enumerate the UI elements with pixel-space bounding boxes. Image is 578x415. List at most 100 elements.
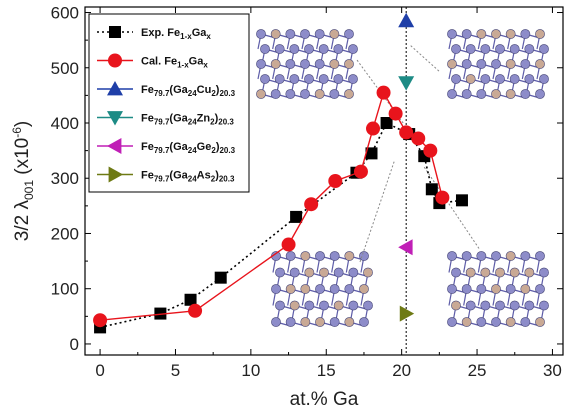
atom — [348, 44, 358, 54]
atom — [329, 317, 340, 327]
atom — [300, 251, 311, 261]
legend-label-part: (Ga — [169, 113, 188, 125]
atom — [314, 29, 325, 39]
atom — [344, 317, 355, 327]
atom — [447, 251, 457, 261]
atom — [300, 317, 311, 327]
atom — [329, 251, 340, 261]
atom — [505, 251, 516, 261]
legend-label-part: x — [203, 61, 208, 70]
data-point — [380, 117, 393, 129]
atom — [451, 74, 461, 84]
atom — [289, 74, 300, 84]
atom — [476, 29, 487, 39]
atom — [495, 300, 505, 311]
legend-label: Fe79.7(Ga24Zn2)20.3 — [141, 113, 234, 127]
atom — [260, 74, 270, 84]
atom — [333, 44, 344, 54]
legend-item: Fe79.7(Ga24Cu2)20.3 — [97, 81, 236, 98]
atom — [520, 317, 531, 327]
data-point — [366, 121, 381, 136]
series-4 — [398, 239, 413, 256]
y-label-part: -6 — [10, 127, 24, 138]
legend-label: Exp. Fe1-xGax — [141, 27, 211, 41]
y-axis-label: 3/2 λ001 (x10-6) — [10, 121, 36, 241]
atom — [256, 29, 266, 39]
legend-label-part: 2 — [210, 118, 215, 127]
legend-label-part: Ge — [197, 141, 212, 153]
pointer-arrow — [410, 45, 441, 73]
data-point — [109, 26, 121, 38]
data-point — [108, 166, 123, 183]
series-1 — [93, 85, 450, 328]
legend-item: Cal. Fe1-xGax — [97, 53, 208, 70]
atom — [451, 44, 461, 54]
atom — [300, 59, 310, 69]
atom — [304, 74, 314, 84]
atom — [535, 59, 545, 69]
legend-label-part: 1-x — [177, 61, 189, 70]
atom — [275, 267, 285, 278]
atom — [314, 89, 325, 99]
legend-label-part: Fe — [141, 113, 154, 125]
atom — [447, 59, 457, 69]
atom — [505, 89, 516, 99]
legend-label-part: ) — [215, 170, 219, 182]
atom — [535, 317, 545, 327]
atom — [333, 74, 344, 84]
atom — [476, 317, 487, 327]
atom — [495, 74, 505, 84]
series-3 — [398, 76, 415, 91]
legend-label-part: 2 — [211, 175, 216, 184]
legend-label-part: Ga — [189, 56, 205, 68]
atom — [304, 44, 314, 54]
atom — [285, 89, 296, 99]
atom — [289, 267, 300, 278]
plot-frame — [84, 6, 564, 356]
legend-label-part: Ga — [192, 27, 208, 39]
legend-label: Fe79.7(Ga24As2)20.3 — [141, 170, 235, 184]
legend-label-part: 79.7 — [154, 118, 170, 127]
atom — [270, 29, 281, 39]
plot-area — [93, 7, 549, 355]
atom — [344, 29, 354, 39]
data-point — [423, 143, 438, 158]
atom — [476, 59, 487, 69]
pointer-arrow — [423, 166, 481, 251]
atom — [465, 300, 476, 311]
atom — [461, 29, 472, 39]
atom — [300, 284, 311, 294]
atom — [539, 44, 549, 54]
legend-label-part: Cu — [197, 84, 212, 96]
atom — [344, 251, 355, 261]
atom — [329, 29, 340, 39]
y-label-part: 001 — [22, 180, 36, 200]
series-5 — [399, 305, 415, 322]
data-point — [388, 106, 403, 121]
legend-label-part: 20.3 — [218, 118, 234, 127]
data-point — [107, 81, 123, 96]
data-point — [425, 183, 438, 196]
atom — [476, 89, 487, 99]
atom — [447, 284, 457, 294]
legend-label-part: Fe — [141, 84, 154, 96]
legend-label-part: As — [197, 170, 211, 182]
atom — [520, 251, 531, 261]
x-tick-label: 25 — [468, 361, 487, 380]
atom — [535, 251, 545, 261]
atom — [359, 251, 369, 261]
atom — [461, 251, 472, 261]
legend-label-part: Exp. Fe — [141, 27, 180, 39]
atom — [461, 89, 472, 99]
crystal-structure-ge — [271, 251, 373, 327]
data-point — [214, 271, 227, 284]
legend-label-part: (Ga — [169, 141, 188, 153]
data-point — [411, 131, 426, 146]
atom — [447, 89, 457, 99]
atom — [491, 284, 501, 294]
atom — [300, 89, 310, 99]
legend-label-part: 20.3 — [219, 175, 235, 184]
data-point — [365, 147, 378, 160]
legend-label-part: 24 — [188, 89, 197, 98]
